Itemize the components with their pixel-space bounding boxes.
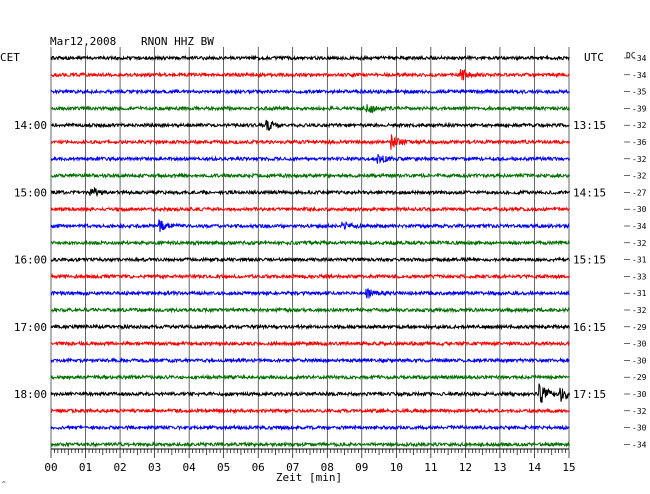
x-tick-label-14: 14 — [528, 461, 542, 474]
dc-offset-label-7: -32 — [632, 172, 647, 181]
x-axis-label: Zeit [min] — [276, 471, 342, 484]
dc-offset-label-19: -29 — [632, 373, 647, 382]
trace-row-3 — [50, 104, 570, 114]
x-tick-label-2: 02 — [113, 461, 126, 474]
right-hour-label-1: 13:15 — [573, 119, 606, 132]
right-zone-label: UTC — [584, 51, 604, 64]
header-station: RNON HHZ BW — [141, 35, 214, 48]
dc-offset-label-0: -34 — [632, 54, 647, 63]
x-axis: 00 01 02 03 04 05 06 07 08 09 10 11 12 13 14 15 — [44, 448, 576, 474]
left-hour-label-1: 15:00 — [14, 186, 47, 199]
x-tick-label-5: 05 — [217, 461, 230, 474]
trace-row-13 — [50, 272, 570, 280]
x-tick-label-13: 13 — [493, 461, 506, 474]
x-tick-label-3: 03 — [148, 461, 161, 474]
trace-row-10 — [50, 218, 570, 233]
dc-offset-label-1: -34 — [632, 71, 647, 80]
right-hour-label-3: 15:15 — [573, 254, 606, 267]
dc-offset-label-12: -31 — [632, 256, 647, 265]
x-tick-label-8: 08 — [321, 461, 334, 474]
left-hour-label-3: 17:00 — [14, 321, 47, 334]
dc-offset-label-2: -35 — [632, 88, 647, 97]
trace-row-1 — [50, 69, 570, 81]
dc-offset-label-10: -34 — [632, 222, 647, 231]
dc-offset-label-16: -29 — [632, 323, 647, 332]
dc-offset-label-6: -32 — [632, 155, 647, 164]
trace-row-7 — [51, 172, 570, 180]
x-tick-label-15: 15 — [562, 461, 575, 474]
trace-row-11 — [50, 239, 570, 247]
dc-offset-label-14: -31 — [632, 289, 647, 298]
trace-row-16 — [50, 323, 570, 331]
trace-row-9 — [50, 205, 570, 213]
x-tick-label-12: 12 — [459, 461, 472, 474]
x-tick-label-4: 04 — [183, 461, 197, 474]
dc-offset-label-17: -30 — [632, 340, 647, 349]
trace-row-15 — [50, 306, 570, 314]
dc-offset-label-8: -27 — [632, 188, 647, 197]
dc-offset-label-11: -32 — [632, 239, 647, 248]
left-hour-label-2: 16:00 — [14, 254, 47, 267]
trace-group — [50, 54, 570, 448]
dc-offset-label-22: -30 — [632, 424, 647, 433]
dc-offset-label-5: -36 — [632, 138, 647, 147]
trace-row-23 — [50, 441, 570, 448]
right-hour-label-2: 14:15 — [573, 186, 606, 199]
dc-offset-labels: -34 -34 -35 -39 -32 -36 -32 -32 -27 -30 -34 -32 -31 -… — [624, 54, 647, 449]
trace-row-22 — [50, 424, 570, 432]
left-hour-label-0: 14:00 — [14, 119, 47, 132]
trace-row-2 — [50, 88, 570, 96]
dc-offset-label-18: -30 — [632, 356, 647, 365]
x-tick-label-1: 01 — [79, 461, 92, 474]
x-tick-label-11: 11 — [424, 461, 437, 474]
right-hour-labels: 13:15 14:15 15:15 16:15 17:15 — [573, 119, 606, 401]
x-tick-label-0: 00 — [44, 461, 57, 474]
trace-row-19 — [50, 373, 570, 381]
x-tick-label-9: 09 — [355, 461, 368, 474]
grid-lines — [50, 47, 570, 449]
left-hour-label-4: 18:00 — [14, 388, 47, 401]
dc-offset-label-9: -30 — [632, 205, 647, 214]
x-tick-label-7: 07 — [286, 461, 299, 474]
dc-offset-label-13: -33 — [632, 272, 647, 281]
trace-row-17 — [50, 340, 570, 347]
right-hour-label-5: 17:15 — [573, 388, 606, 401]
dc-label: DC — [626, 51, 636, 60]
x-tick-label-10: 10 — [390, 461, 403, 474]
trace-row-20 — [50, 383, 570, 403]
trace-row-12 — [50, 256, 570, 263]
trace-row-21 — [50, 407, 570, 415]
x-tick-label-6: 06 — [252, 461, 265, 474]
dc-offset-label-3: -39 — [632, 104, 647, 113]
corner-mark: ^ — [2, 481, 6, 488]
header-date: Mar12,2008 — [50, 35, 116, 48]
dc-offset-label-15: -32 — [632, 306, 647, 315]
left-zone-label: CET — [0, 51, 20, 64]
trace-row-4 — [50, 119, 570, 132]
dc-offset-label-20: -30 — [632, 390, 647, 399]
trace-row-18 — [50, 356, 570, 364]
trace-row-0 — [50, 54, 570, 62]
dc-offset-label-21: -32 — [632, 407, 647, 416]
trace-row-14 — [50, 287, 570, 299]
right-hour-label-4: 16:15 — [573, 321, 606, 334]
trace-row-6 — [50, 153, 570, 164]
dc-offset-label-23: -34 — [632, 440, 647, 449]
trace-row-8 — [50, 186, 570, 198]
left-hour-labels: 14:00 15:00 16:00 17:00 18:00 — [14, 119, 47, 401]
dc-offset-label-4: -32 — [632, 121, 647, 130]
trace-row-5 — [51, 134, 570, 150]
